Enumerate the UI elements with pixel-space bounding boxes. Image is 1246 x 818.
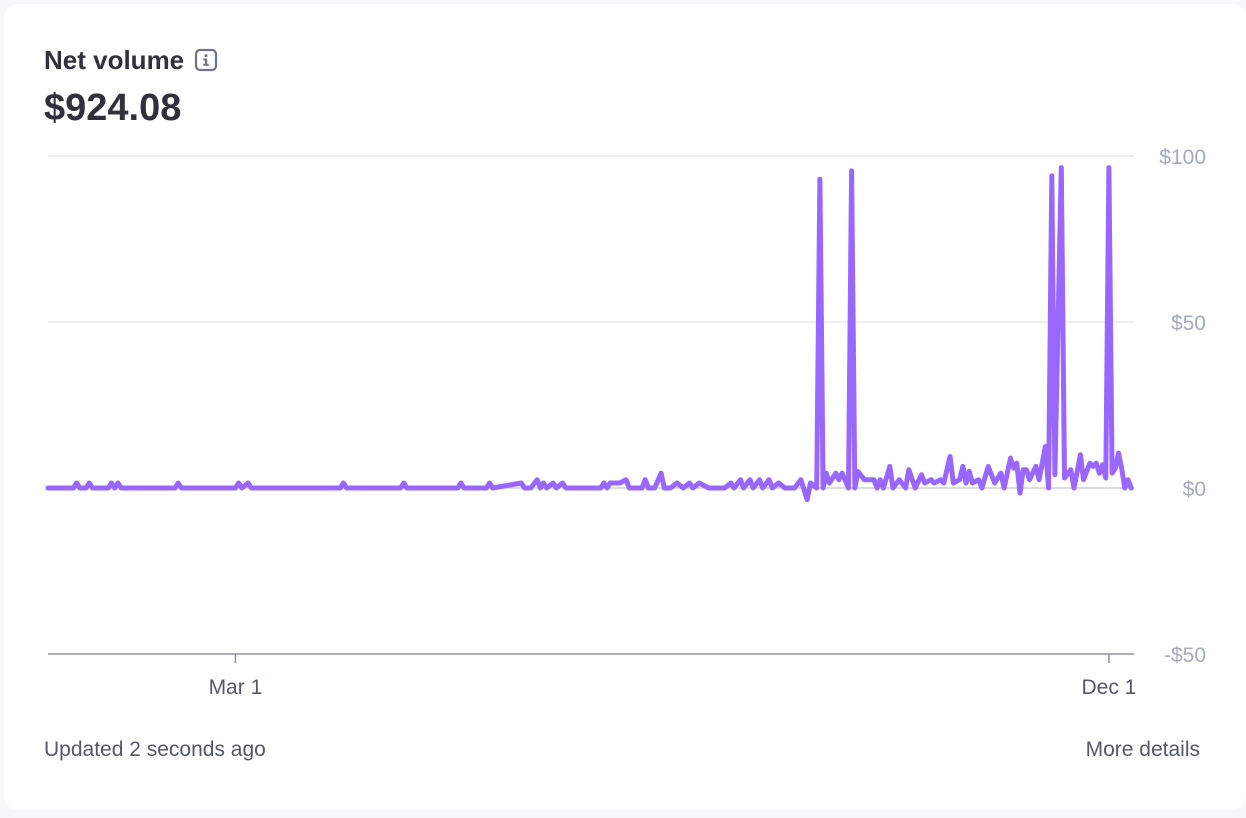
info-icon[interactable]: [194, 48, 218, 72]
y-tick-label: $0: [1183, 478, 1206, 501]
card-header: Net volume: [44, 44, 218, 76]
net-volume-card: Net volume $924.08 Updated 2 seconds ago…: [4, 4, 1246, 810]
card-title: Net volume: [44, 45, 185, 75]
x-tick-label: Dec 1: [1082, 676, 1137, 699]
y-tick-label: $50: [1171, 312, 1206, 335]
x-tick-label: Mar 1: [209, 676, 263, 699]
y-tick-label: -$50: [1164, 644, 1206, 667]
net-volume-value: $924.08: [44, 87, 182, 129]
y-tick-label: $100: [1159, 146, 1206, 169]
net-volume-series-line: [45, 165, 1134, 503]
more-details-link[interactable]: More details: [1085, 738, 1200, 761]
updated-text: Updated 2 seconds ago: [44, 738, 266, 761]
